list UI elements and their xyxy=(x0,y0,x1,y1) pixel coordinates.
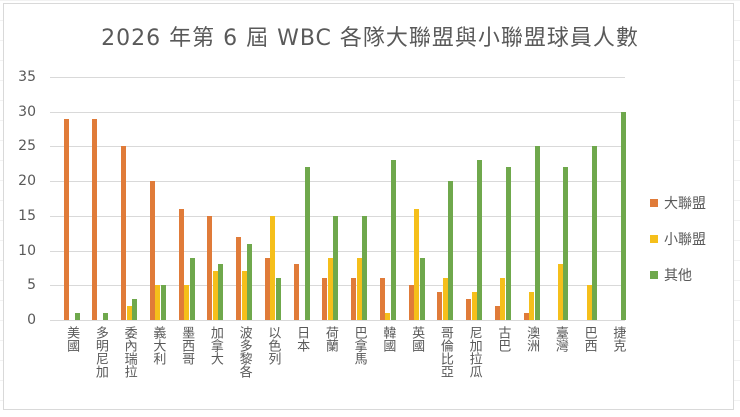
gridline xyxy=(50,77,625,78)
x-tick-label: 日本 xyxy=(294,326,310,352)
y-tick-label: 30 xyxy=(18,103,36,120)
bar-minor[interactable] xyxy=(126,306,132,320)
x-tick-label: 哥倫比亞 xyxy=(437,326,453,378)
bar-minor[interactable] xyxy=(500,278,506,320)
bar-minor[interactable] xyxy=(241,271,247,320)
x-tick-label: 古巴 xyxy=(495,326,511,352)
bar-minor[interactable] xyxy=(414,208,420,320)
bar-other[interactable] xyxy=(592,146,598,320)
gridline xyxy=(50,111,625,113)
bar-major[interactable] xyxy=(408,285,414,320)
bar-other[interactable] xyxy=(419,257,425,320)
bar-minor[interactable] xyxy=(327,257,333,320)
bar-major[interactable] xyxy=(379,278,385,320)
bar-other[interactable] xyxy=(390,160,396,320)
y-tick-label: 35 xyxy=(18,69,36,85)
legend-label: 其他 xyxy=(664,268,692,284)
legend-swatch-icon xyxy=(650,199,658,207)
plot-area xyxy=(50,77,626,321)
bar-other[interactable] xyxy=(275,278,281,320)
chart-title: 2026 年第 6 屆 WBC 各隊大聯盟與小聯盟球員人數 xyxy=(101,26,639,51)
gridline xyxy=(50,181,625,183)
x-tick-label: 墨西哥 xyxy=(179,326,195,365)
bar-major[interactable] xyxy=(523,313,529,320)
bar-other[interactable] xyxy=(333,215,339,320)
x-tick-label: 巴西 xyxy=(581,326,597,352)
bar-other[interactable] xyxy=(534,146,540,320)
bar-minor[interactable] xyxy=(471,292,477,320)
x-tick-label: 臺灣 xyxy=(552,326,568,352)
x-tick-label: 加拿大 xyxy=(207,326,223,365)
x-tick-label: 巴拿馬 xyxy=(351,326,367,365)
legend-swatch-icon xyxy=(650,235,658,243)
x-tick-label: 波多黎各 xyxy=(236,326,252,378)
bar-major[interactable] xyxy=(264,257,270,320)
x-tick-label: 多明尼加 xyxy=(92,326,108,378)
y-tick-label: 20 xyxy=(18,173,36,190)
x-tick-label: 以色列 xyxy=(265,326,281,365)
bar-other[interactable] xyxy=(505,167,511,320)
legend-item[interactable]: 小聯盟 xyxy=(650,221,706,257)
bar-minor[interactable] xyxy=(356,257,362,320)
bar-minor[interactable] xyxy=(442,278,448,320)
bar-other[interactable] xyxy=(74,313,80,320)
bar-major[interactable] xyxy=(92,118,98,320)
bar-other[interactable] xyxy=(132,299,138,320)
y-tick-label: 0 xyxy=(27,312,36,328)
bar-other[interactable] xyxy=(477,160,483,320)
legend-label: 大聯盟 xyxy=(664,196,706,212)
gridline xyxy=(50,320,625,321)
bar-minor[interactable] xyxy=(529,292,535,320)
bar-other[interactable] xyxy=(448,181,454,320)
bar-major[interactable] xyxy=(121,146,127,320)
bar-other[interactable] xyxy=(563,167,569,320)
x-tick-label: 尼加拉瓜 xyxy=(466,326,482,378)
legend-swatch-icon xyxy=(650,271,658,279)
gridline xyxy=(50,146,625,148)
bar-minor[interactable] xyxy=(385,313,391,320)
bar-major[interactable] xyxy=(293,264,299,320)
y-tick-label: 5 xyxy=(27,277,36,294)
legend: 大聯盟 小聯盟 其他 xyxy=(650,185,706,293)
bar-minor[interactable] xyxy=(212,271,218,320)
bar-minor[interactable] xyxy=(155,285,161,320)
x-tick-label: 捷克 xyxy=(610,326,626,352)
bar-minor[interactable] xyxy=(270,215,276,320)
y-tick-label: 15 xyxy=(18,207,36,224)
bar-other[interactable] xyxy=(160,285,166,320)
bar-major[interactable] xyxy=(63,118,69,320)
x-tick-label: 韓國 xyxy=(380,326,396,352)
bar-other[interactable] xyxy=(218,264,224,320)
x-tick-label: 美國 xyxy=(64,326,80,352)
bar-minor[interactable] xyxy=(184,285,190,320)
bar-major[interactable] xyxy=(149,181,155,320)
bar-major[interactable] xyxy=(322,278,328,320)
bar-minor[interactable] xyxy=(586,285,592,320)
x-tick-label: 澳洲 xyxy=(524,326,540,352)
bar-other[interactable] xyxy=(304,167,310,320)
x-tick-label: 義大利 xyxy=(150,326,166,365)
bar-major[interactable] xyxy=(466,299,472,320)
bar-major[interactable] xyxy=(207,215,213,320)
bar-minor[interactable] xyxy=(557,264,563,320)
x-tick-label: 英國 xyxy=(409,326,425,352)
bar-other[interactable] xyxy=(247,243,253,320)
legend-item[interactable]: 其他 xyxy=(650,257,706,293)
bar-major[interactable] xyxy=(351,278,357,320)
bar-other[interactable] xyxy=(103,313,109,320)
y-tick-label: 25 xyxy=(18,138,36,155)
bar-other[interactable] xyxy=(362,215,368,320)
bar-major[interactable] xyxy=(236,236,242,320)
legend-item[interactable]: 大聯盟 xyxy=(650,185,706,221)
x-tick-label: 荷蘭 xyxy=(322,326,338,352)
bar-other[interactable] xyxy=(189,257,195,320)
y-tick-label: 10 xyxy=(18,242,36,259)
bar-other[interactable] xyxy=(620,111,626,320)
x-tick-label: 委內瑞拉 xyxy=(121,326,137,378)
bar-major[interactable] xyxy=(494,306,500,320)
legend-label: 小聯盟 xyxy=(664,232,706,248)
bar-major[interactable] xyxy=(437,292,443,320)
bar-major[interactable] xyxy=(178,208,184,320)
